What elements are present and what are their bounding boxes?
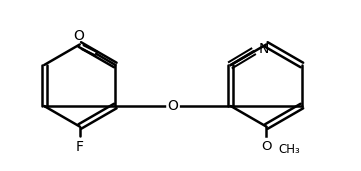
Text: F: F: [76, 140, 84, 154]
Text: O: O: [168, 99, 178, 113]
Text: N: N: [258, 42, 269, 56]
Text: O: O: [261, 140, 271, 153]
Text: O: O: [74, 29, 84, 43]
Text: CH₃: CH₃: [278, 143, 300, 156]
